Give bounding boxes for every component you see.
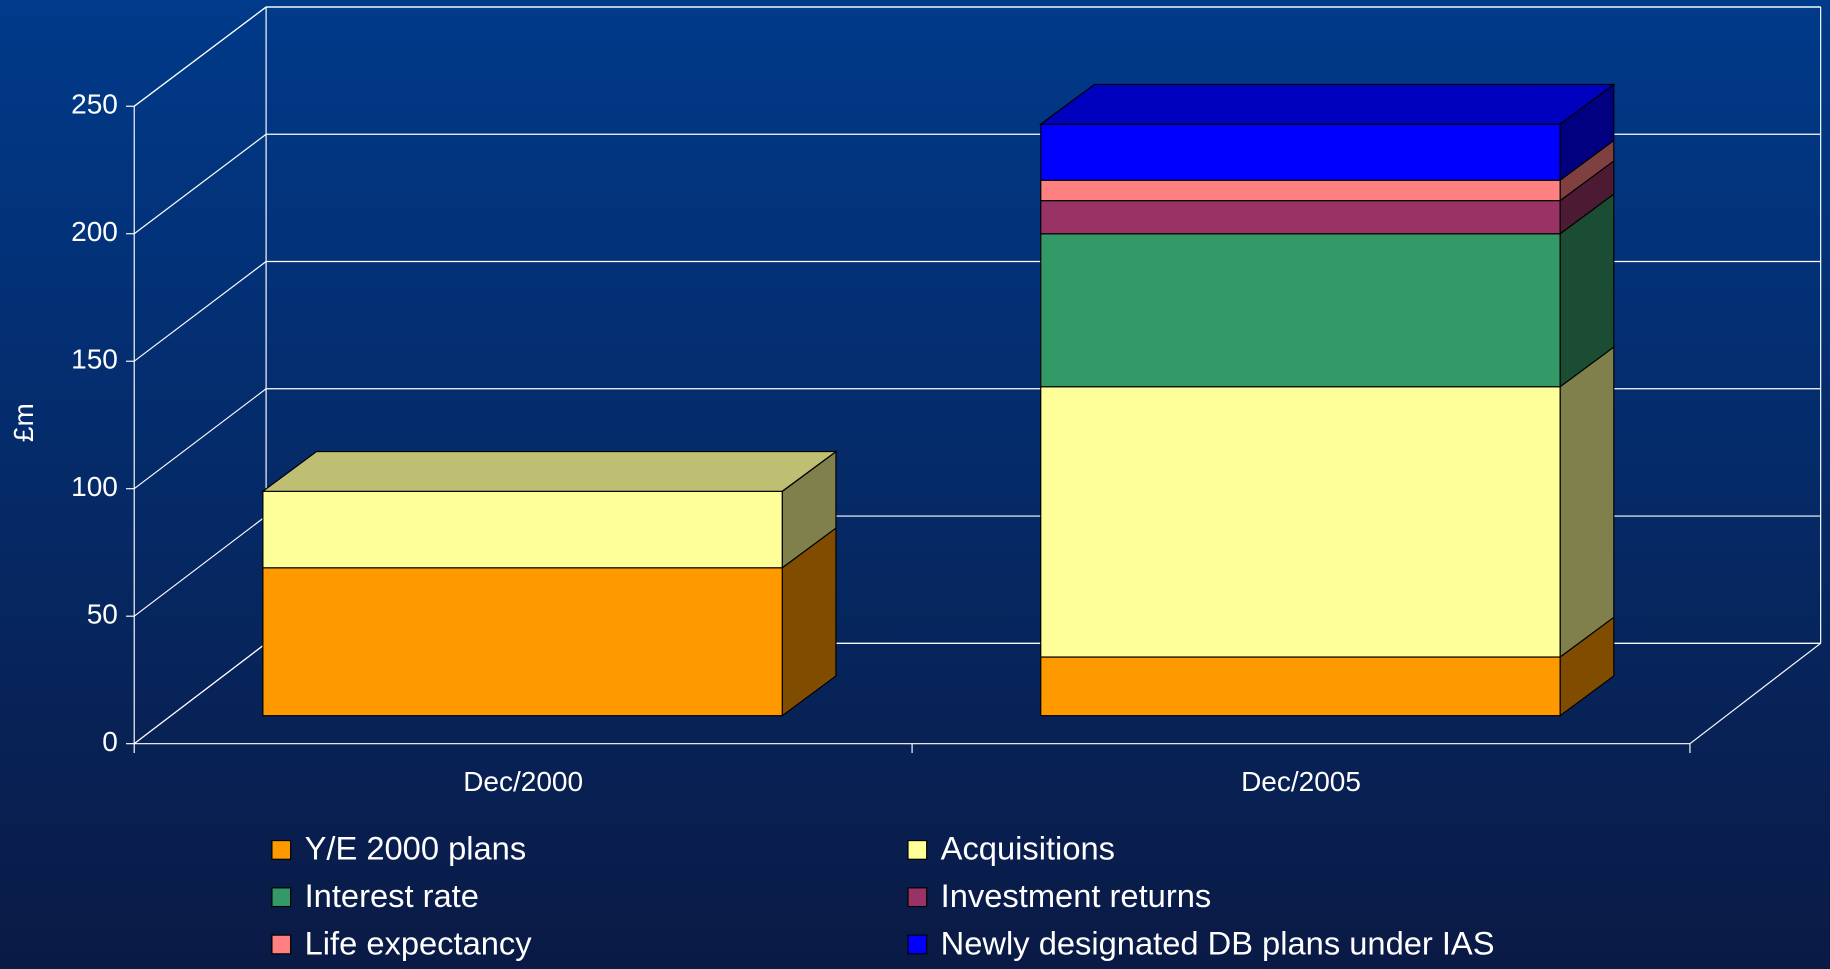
legend-label: Interest rate: [305, 877, 479, 914]
legend-swatch: [907, 934, 928, 955]
grid-line: [133, 6, 267, 107]
bar-segment: [1040, 656, 1561, 717]
grid-line: [133, 515, 267, 617]
bar-segment: [1040, 386, 1561, 658]
y-tick-label: 0: [102, 726, 118, 757]
y-tick-label: 200: [71, 216, 118, 247]
bar-segment: [262, 567, 783, 717]
y-tick-label: 150: [71, 344, 118, 375]
legend-swatch: [907, 839, 928, 860]
bar-segment: [1040, 123, 1561, 181]
bar-segment: [262, 490, 783, 569]
grid-line: [133, 642, 267, 745]
y-tick-label: 100: [71, 471, 118, 502]
y-tick-label: 250: [71, 89, 118, 120]
legend-label: Newly designated DB plans under IAS: [941, 924, 1495, 961]
grid-line: [133, 388, 267, 490]
legend-swatch: [271, 839, 292, 860]
y-tick-label: 50: [87, 599, 118, 630]
legend-swatch: [271, 934, 292, 955]
legend-label: Acquisitions: [941, 830, 1115, 867]
x-tick-label: Dec/2005: [1241, 766, 1361, 797]
y-axis-label: £m: [8, 403, 39, 442]
legend-swatch: [907, 887, 928, 908]
grid-line: [133, 261, 267, 362]
bar-segment: [1040, 179, 1561, 202]
legend-swatch: [271, 887, 292, 908]
floor-edge: [1689, 642, 1822, 745]
grid-line: [133, 133, 267, 235]
bar-segment: [1040, 233, 1561, 388]
x-tick-label: Dec/2000: [463, 766, 583, 797]
legend-label: Life expectancy: [305, 924, 533, 961]
bar-top: [261, 451, 838, 492]
bar-segment: [1040, 200, 1561, 235]
legend-label: Y/E 2000 plans: [305, 830, 527, 867]
legend-label: Investment returns: [941, 877, 1212, 914]
bar-top: [1038, 83, 1616, 125]
bar-side: [1559, 345, 1615, 659]
